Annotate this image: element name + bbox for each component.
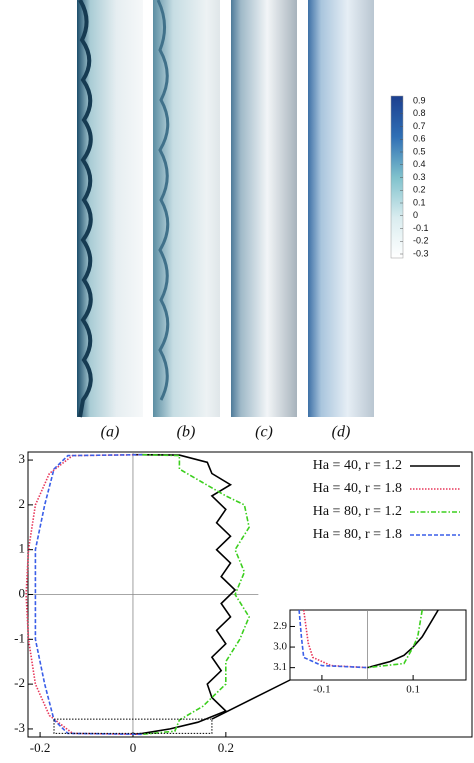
colorbar-tick-label: -0.2	[413, 236, 429, 246]
colorbar	[390, 95, 404, 259]
plot-1: -0.1 0.1 2.9 3.0 3.1	[273, 609, 467, 696]
panel-c	[231, 0, 297, 417]
vortex-pattern	[78, 0, 93, 418]
colorbar-tick-label: 0.4	[413, 159, 426, 169]
y-tick-label: 0	[19, 585, 26, 600]
panel-label: (d)	[332, 424, 351, 441]
legend-label: Ha = 40, r = 1.8	[313, 481, 402, 496]
inset-frame	[289, 609, 467, 681]
y-tick-label: 3	[19, 451, 26, 466]
legend-label: Ha = 80, r = 1.8	[313, 527, 402, 542]
y-tick-label: 3.0	[273, 641, 287, 653]
zoom-connector	[211, 679, 291, 720]
x-tick-label: 0.2	[218, 740, 234, 755]
colorbar-tick-label: 0.3	[413, 172, 426, 182]
colorbar-tick-label: -0.3	[413, 248, 429, 258]
plot-0: -0.2 0 0.2 -3 -2 -1 0 1 2 3 Ha = 40, r = 1.2 Ha = 4…	[14, 451, 460, 755]
series-line	[302, 609, 368, 669]
y-tick-label: -3	[14, 720, 25, 735]
y-tick-label: 2	[19, 496, 26, 511]
colorbar-tick-label: 0.1	[413, 197, 426, 207]
y-tick-label: 1	[19, 541, 26, 556]
legend-label: Ha = 40, r = 1.2	[313, 458, 402, 473]
series-line	[367, 609, 423, 669]
x-tick-label: -0.2	[30, 740, 51, 755]
legend-label: Ha = 80, r = 1.2	[313, 504, 402, 519]
colorbar-tick-label: 0	[413, 210, 418, 220]
series-line	[367, 609, 439, 669]
panel-label: (b)	[177, 424, 196, 441]
colorbar-tick-label: 0.7	[413, 121, 426, 131]
panel-d	[308, 0, 374, 417]
simulation-panels: (a) (b) (c) (d)	[77, 0, 374, 441]
colorbar-tick-label: 0.5	[413, 146, 426, 156]
y-tick-label: 2.9	[273, 620, 287, 632]
vortex-pattern	[156, 0, 170, 401]
series-line	[132, 453, 237, 736]
panel-label: (a)	[101, 424, 120, 441]
zoom-box	[53, 718, 213, 734]
colorbar-tick-label: 0.8	[413, 108, 426, 118]
y-tick-label: 3.1	[273, 661, 287, 673]
y-tick-label: -2	[14, 675, 25, 690]
colorbar-tick-label: 0.9	[413, 95, 426, 105]
series-line	[34, 453, 143, 736]
y-tick-label: -1	[14, 630, 25, 645]
panel-label: (c)	[255, 424, 273, 441]
series-line	[25, 453, 143, 736]
x-tick-label: 0	[130, 740, 137, 755]
series-line	[142, 453, 250, 736]
colorbar-tick-label: 0.2	[413, 185, 426, 195]
x-tick-label: -0.1	[313, 684, 330, 696]
colorbar-tick-label: 0.6	[413, 134, 426, 144]
colorbar-tick-label: -0.1	[413, 223, 429, 233]
x-tick-label: 0.1	[406, 684, 420, 696]
